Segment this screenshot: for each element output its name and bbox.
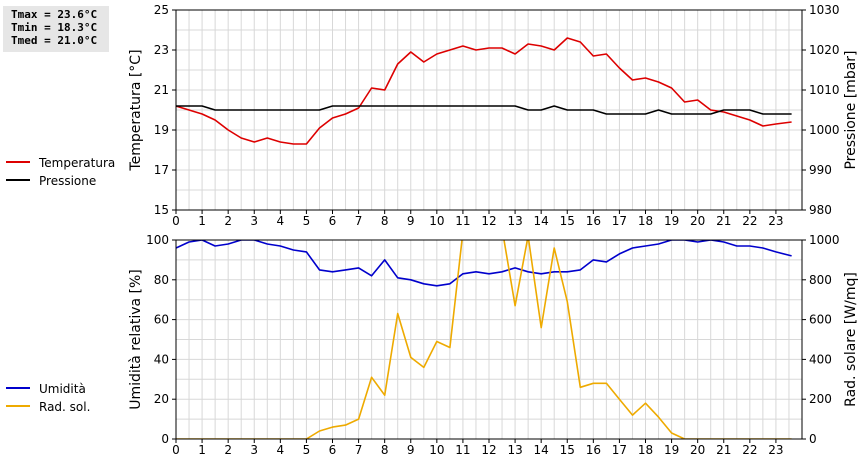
bottom-x-tick-label: 15 bbox=[560, 443, 575, 457]
bottom-y-tick-label: 40 bbox=[154, 352, 169, 366]
bottom-x-tick-label: 0 bbox=[172, 443, 180, 457]
top-legend-label-1: Pressione bbox=[39, 174, 96, 188]
tmin-text: Tmin = 18.3°C bbox=[11, 21, 98, 34]
top-x-tick-label: 4 bbox=[277, 214, 285, 228]
top-x-tick-label: 6 bbox=[329, 214, 337, 228]
top-y2-tick-label: 1000 bbox=[809, 123, 840, 137]
bottom-x-tick-label: 12 bbox=[481, 443, 496, 457]
bottom-chart-panel: 0 1 2 3 4 5 6 7 8 9 10 11 12 13 14 15 16 17 18 19 20 21 22 2302… bbox=[6, 233, 859, 457]
bottom-x-tick-label: 17 bbox=[612, 443, 627, 457]
bottom-y2-tick-label: 0 bbox=[809, 432, 817, 446]
top-x-tick-label: 21 bbox=[716, 214, 731, 228]
bottom-y2-tick-label: 800 bbox=[809, 273, 832, 287]
top-y-tick-label: 17 bbox=[154, 163, 169, 177]
top-x-tick-label: 22 bbox=[742, 214, 757, 228]
top-y2-tick-label: 990 bbox=[809, 163, 832, 177]
bottom-y2-tick-label: 400 bbox=[809, 352, 832, 366]
bottom-x-tick-label: 5 bbox=[303, 443, 311, 457]
bottom-y-tick-label: 20 bbox=[154, 392, 169, 406]
top-y-tick-label: 21 bbox=[154, 83, 169, 97]
top-x-tick-label: 15 bbox=[560, 214, 575, 228]
top-x-tick-label: 1 bbox=[198, 214, 206, 228]
bottom-x-tick-label: 21 bbox=[716, 443, 731, 457]
top-chart-panel: 0 1 2 3 4 5 6 7 8 9 10 11 12 13 14 15 16 17 18 19 20 21 22 2315… bbox=[6, 3, 859, 228]
bottom-x-tick-label: 11 bbox=[455, 443, 470, 457]
top-x-tick-label: 14 bbox=[534, 214, 549, 228]
bottom-x-tick-label: 2 bbox=[224, 443, 232, 457]
bottom-x-tick-label: 20 bbox=[690, 443, 705, 457]
top-y-tick-label: 19 bbox=[154, 123, 169, 137]
top-x-tick-label: 8 bbox=[381, 214, 389, 228]
top-y2-axis-label: Pressione [mbar] bbox=[843, 50, 859, 169]
top-x-tick-label: 11 bbox=[455, 214, 470, 228]
bottom-y-tick-label: 100 bbox=[146, 233, 169, 247]
top-x-tick-label: 13 bbox=[507, 214, 522, 228]
bottom-x-tick-label: 14 bbox=[534, 443, 549, 457]
tmax-text: Tmax = 23.6°C bbox=[11, 8, 98, 21]
bottom-y2-axis-label: Rad. solare [W/mq] bbox=[843, 272, 859, 407]
top-x-tick-label: 9 bbox=[407, 214, 415, 228]
bottom-x-tick-label: 1 bbox=[198, 443, 206, 457]
top-y-tick-label: 15 bbox=[154, 203, 169, 217]
top-x-tick-label: 10 bbox=[429, 214, 444, 228]
bottom-x-tick-label: 23 bbox=[768, 443, 783, 457]
top-x-tick-label: 16 bbox=[586, 214, 601, 228]
bottom-y-tick-label: 60 bbox=[154, 313, 169, 327]
top-x-tick-label: 3 bbox=[250, 214, 258, 228]
top-x-tick-label: 0 bbox=[172, 214, 180, 228]
top-x-tick-label: 23 bbox=[768, 214, 783, 228]
bottom-y-tick-label: 80 bbox=[154, 273, 169, 287]
top-y2-tick-label: 1010 bbox=[809, 83, 840, 97]
top-y-tick-label: 23 bbox=[154, 43, 169, 57]
top-series-line-0 bbox=[176, 37, 792, 145]
bottom-x-tick-label: 18 bbox=[638, 443, 653, 457]
top-y-axis-label: Temperatura [°C] bbox=[128, 49, 144, 171]
stats-box: Tmax = 23.6°C Tmin = 18.3°C Tmed = 21.0°… bbox=[3, 6, 109, 52]
top-y-tick-label: 25 bbox=[154, 3, 169, 17]
top-x-tick-label: 5 bbox=[303, 214, 311, 228]
top-series-line-1 bbox=[176, 105, 792, 115]
bottom-x-tick-label: 8 bbox=[381, 443, 389, 457]
top-x-tick-label: 7 bbox=[355, 214, 363, 228]
bottom-series-line-1 bbox=[176, 240, 792, 439]
bottom-legend-label-1: Rad. sol. bbox=[39, 400, 90, 414]
bottom-x-tick-label: 7 bbox=[355, 443, 363, 457]
bottom-x-tick-label: 22 bbox=[742, 443, 757, 457]
bottom-y2-tick-label: 200 bbox=[809, 392, 832, 406]
bottom-x-tick-label: 6 bbox=[329, 443, 337, 457]
top-x-tick-label: 19 bbox=[664, 214, 679, 228]
bottom-x-tick-label: 19 bbox=[664, 443, 679, 457]
bottom-legend-label-0: Umidità bbox=[39, 382, 86, 396]
bottom-y2-tick-label: 600 bbox=[809, 313, 832, 327]
top-x-tick-label: 17 bbox=[612, 214, 627, 228]
top-x-tick-label: 18 bbox=[638, 214, 653, 228]
top-legend-label-0: Temperatura bbox=[38, 156, 115, 170]
top-y2-tick-label: 1020 bbox=[809, 43, 840, 57]
bottom-x-tick-label: 4 bbox=[277, 443, 285, 457]
bottom-y-tick-label: 0 bbox=[161, 432, 169, 446]
bottom-x-tick-label: 3 bbox=[250, 443, 258, 457]
top-x-tick-label: 2 bbox=[224, 214, 232, 228]
top-x-tick-label: 12 bbox=[481, 214, 496, 228]
tmed-text: Tmed = 21.0°C bbox=[11, 34, 98, 47]
bottom-y-axis-label: Umidità relativa [%] bbox=[128, 269, 144, 410]
bottom-x-tick-label: 10 bbox=[429, 443, 444, 457]
bottom-x-tick-label: 9 bbox=[407, 443, 415, 457]
top-x-tick-label: 20 bbox=[690, 214, 705, 228]
top-y2-tick-label: 980 bbox=[809, 203, 832, 217]
bottom-y2-tick-label: 1000 bbox=[809, 233, 840, 247]
top-y2-tick-label: 1030 bbox=[809, 3, 840, 17]
bottom-x-tick-label: 13 bbox=[507, 443, 522, 457]
bottom-x-tick-label: 16 bbox=[586, 443, 601, 457]
